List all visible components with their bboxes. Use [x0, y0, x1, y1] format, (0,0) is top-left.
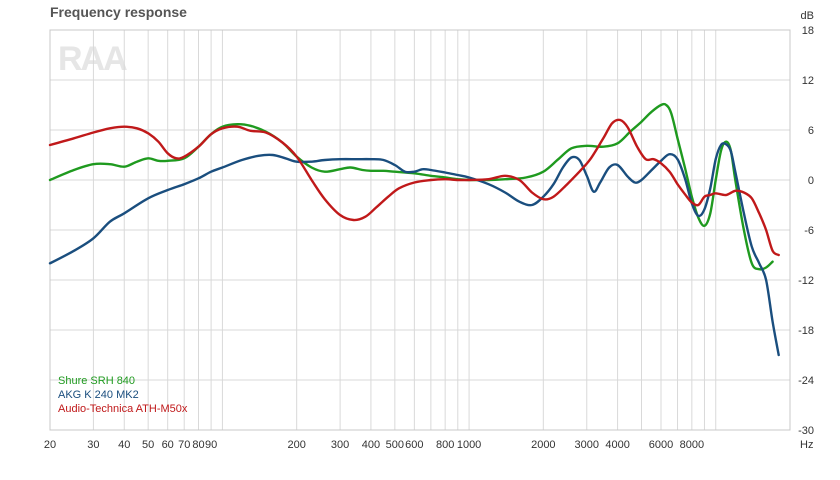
- x-tick-label: 8000: [680, 439, 704, 451]
- grid: [49, 29, 791, 431]
- x-tick-label: 2000: [531, 439, 555, 451]
- chart-title: Frequency response: [50, 4, 187, 20]
- x-axis-ticks: 20 30 40 50 60 70 80 90 200 300 400 500 600 800 1000 20…: [44, 439, 704, 451]
- y-axis-ticks: 18 12 6 0 -6 -12 -18 -24 -30: [798, 25, 814, 437]
- x-tick-label: 1000: [457, 439, 481, 451]
- legend-entry: Shure SRH 840: [58, 375, 135, 387]
- x-tick-label: 800: [436, 439, 454, 451]
- plot-frame: [49, 29, 791, 431]
- y-unit-label: dB: [801, 10, 814, 22]
- legend-entry: AKG K 240 MK2: [58, 389, 139, 401]
- y-tick-label: -30: [798, 425, 814, 437]
- x-tick-label: 90: [205, 439, 217, 451]
- x-tick-label: 50: [142, 439, 154, 451]
- x-tick-label: 80: [192, 439, 204, 451]
- x-tick-label: 40: [118, 439, 130, 451]
- x-tick-label: 4000: [605, 439, 629, 451]
- y-tick-label: 18: [802, 25, 814, 37]
- legend: Shure SRH 840 AKG K 240 MK2 Audio-Technica…: [58, 375, 188, 415]
- y-tick-label: -6: [804, 225, 814, 237]
- x-tick-label: 200: [287, 439, 305, 451]
- y-tick-label: -24: [798, 375, 814, 387]
- x-tick-label: 70: [178, 439, 190, 451]
- x-tick-label: 30: [87, 439, 99, 451]
- x-tick-label: 20: [44, 439, 56, 451]
- series-line: [48, 118, 780, 257]
- series-line: [48, 102, 774, 271]
- x-tick-label: 400: [362, 439, 380, 451]
- x-tick-label: 600: [405, 439, 423, 451]
- y-tick-label: -18: [798, 325, 814, 337]
- series-line: [48, 142, 780, 357]
- y-tick-label: 0: [808, 175, 814, 187]
- series-lines: [48, 102, 780, 357]
- x-tick-label: 300: [331, 439, 349, 451]
- x-unit-label: Hz: [800, 439, 813, 451]
- x-tick-label: 60: [162, 439, 174, 451]
- legend-entry: Audio-Technica ATH-M50x: [58, 403, 188, 415]
- x-tick-label: 500: [386, 439, 404, 451]
- x-tick-label: 6000: [649, 439, 673, 451]
- raa-logo-watermark: RAA: [58, 40, 127, 78]
- y-tick-label: -12: [798, 275, 814, 287]
- x-tick-label: 3000: [575, 439, 599, 451]
- y-tick-label: 12: [802, 75, 814, 87]
- y-tick-label: 6: [808, 125, 814, 137]
